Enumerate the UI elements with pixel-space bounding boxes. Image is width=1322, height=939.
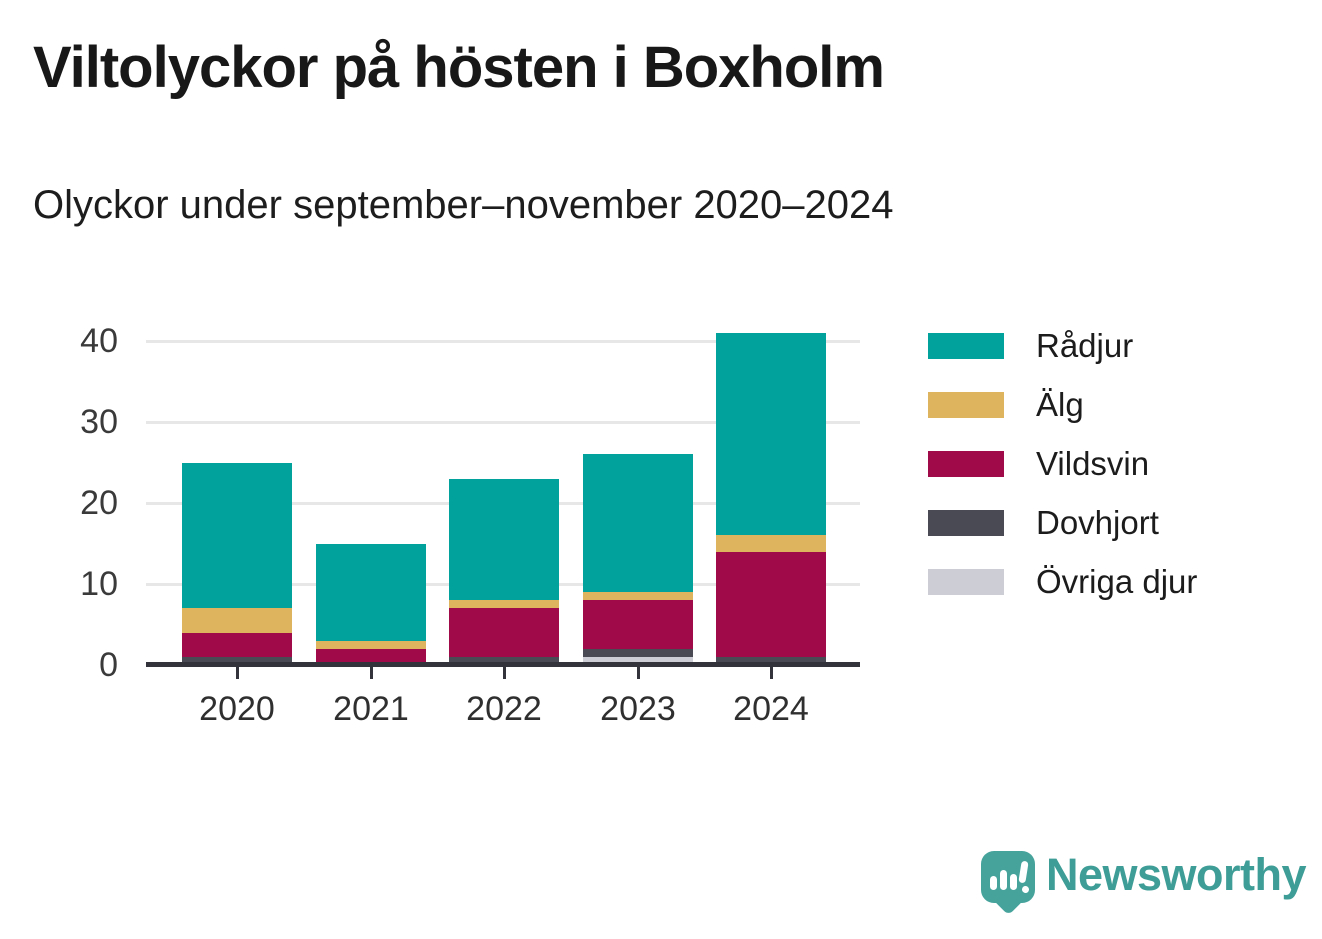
legend-swatch-alg (928, 392, 1004, 418)
newsworthy-wordmark: Newsworthy (1046, 849, 1307, 900)
x-axis-line (146, 662, 860, 667)
x-axis-label-2021: 2021 (333, 690, 409, 728)
legend-swatch-radjur (928, 333, 1004, 359)
legend-swatch-ovriga-djur (928, 569, 1004, 595)
logo-exclamation-icon (1018, 860, 1029, 884)
bar-segment-alg-2022 (449, 600, 559, 609)
bar-segment-radjur-2021 (316, 543, 426, 641)
gridline-10 (146, 582, 860, 586)
x-axis-tick-2022 (502, 667, 506, 679)
legend-label-vildsvin: Vildsvin (1036, 445, 1150, 482)
gridline-40 (146, 339, 860, 343)
logo-bar-icon (1010, 874, 1017, 890)
x-axis-tick-2021 (369, 667, 373, 679)
bar-2020 (182, 462, 292, 666)
y-axis-label-0: 0 (99, 646, 118, 684)
bar-2024 (716, 332, 826, 665)
x-axis-label-2024: 2024 (733, 690, 809, 728)
bar-segment-radjur-2020 (182, 462, 292, 609)
legend-swatch-vildsvin (928, 451, 1004, 477)
legend-label-ovriga-djur: Övriga djur (1036, 563, 1198, 600)
bar-2022 (449, 478, 559, 665)
logo-bar-icon (1000, 870, 1007, 890)
bar-segment-vildsvin-2021 (316, 648, 426, 665)
legend-item-ovriga-djur: Övriga djur (928, 563, 1198, 600)
bar-segment-alg-2020 (182, 608, 292, 633)
logo-bar-icon (990, 876, 997, 890)
legend-item-dovhjort: Dovhjort (928, 504, 1159, 541)
bar-segment-ovriga-djur-2023 (583, 656, 693, 665)
bar-segment-vildsvin-2023 (583, 600, 693, 649)
gridline-20 (146, 501, 860, 505)
bar-segment-radjur-2023 (583, 454, 693, 593)
x-axis-tick-2020 (235, 667, 239, 679)
legend-item-radjur: Rådjur (928, 327, 1134, 364)
bar-segment-radjur-2022 (449, 478, 559, 601)
logo-exclamation-dot-icon (1021, 885, 1030, 894)
legend-label-dovhjort: Dovhjort (1036, 504, 1159, 541)
x-axis-label-2022: 2022 (466, 690, 542, 728)
bar-segment-dovhjort-2024 (716, 656, 826, 665)
chart-title: Viltolyckor på hösten i Boxholm (33, 35, 885, 100)
bar-segment-dovhjort-2020 (182, 656, 292, 665)
y-axis-label-30: 30 (80, 403, 118, 441)
legend-label-alg: Älg (1036, 386, 1084, 423)
x-axis-label-2020: 2020 (199, 690, 275, 728)
gridline-30 (146, 420, 860, 424)
legend-label-radjur: Rådjur (1036, 327, 1134, 364)
bar-segment-alg-2023 (583, 592, 693, 601)
legend-item-vildsvin: Vildsvin (928, 445, 1150, 482)
x-axis-tick-2023 (636, 667, 640, 679)
bar-2021 (316, 543, 426, 666)
y-axis-label-40: 40 (80, 322, 118, 360)
newsworthy-logo-icon (981, 851, 1035, 903)
bar-segment-vildsvin-2022 (449, 608, 559, 657)
bar-segment-alg-2021 (316, 640, 426, 649)
x-axis-label-2023: 2023 (600, 690, 676, 728)
bar-segment-dovhjort-2023 (583, 648, 693, 657)
y-axis-label-10: 10 (80, 565, 118, 603)
bar-segment-radjur-2024 (716, 332, 826, 536)
x-axis-tick-2024 (769, 667, 773, 679)
bar-segment-vildsvin-2024 (716, 551, 826, 657)
bar-2023 (583, 454, 693, 665)
bar-segment-vildsvin-2020 (182, 632, 292, 657)
bar-segment-dovhjort-2022 (449, 656, 559, 665)
y-axis-label-20: 20 (80, 484, 118, 522)
chart-subtitle: Olyckor under september–november 2020–20… (33, 183, 894, 227)
legend-item-alg: Älg (928, 386, 1084, 423)
bar-segment-alg-2024 (716, 535, 826, 552)
legend-swatch-dovhjort (928, 510, 1004, 536)
